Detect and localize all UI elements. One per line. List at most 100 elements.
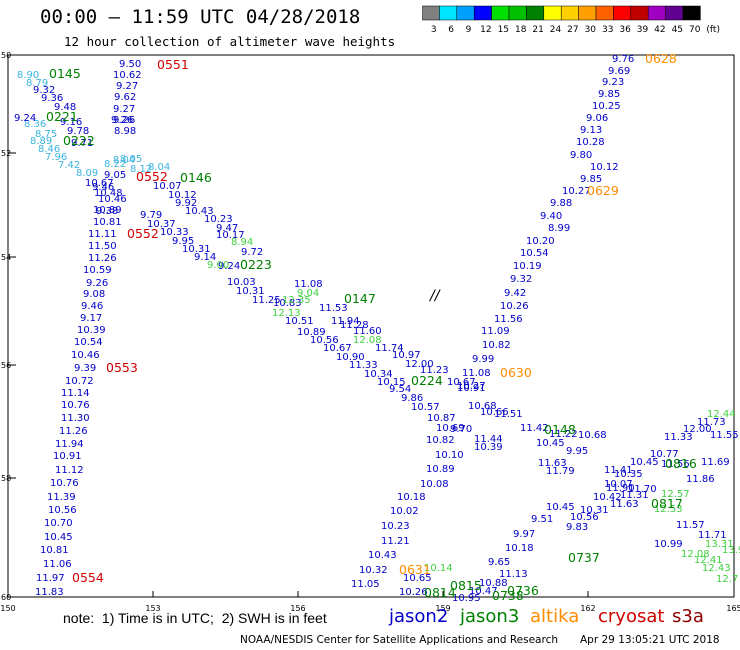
swh-value: 10.99 xyxy=(654,539,683,550)
swh-value: 11.74 xyxy=(375,343,404,354)
swh-value: 13.31 xyxy=(705,539,734,550)
swh-value: 9.79 xyxy=(140,210,162,221)
swh-value: 9.78 xyxy=(67,126,89,137)
swh-value: 10.19 xyxy=(513,261,542,272)
swh-value: 11.33 xyxy=(349,360,378,371)
swh-value: 11.23 xyxy=(420,365,449,376)
swh-value: 11.13 xyxy=(499,569,528,580)
swh-value: 12.43 xyxy=(702,563,731,574)
swh-value: 11.31 xyxy=(620,490,649,501)
pass-time-label: 0737 xyxy=(568,550,600,565)
swh-value: 11.22 xyxy=(549,429,578,440)
colorbar-tick-label: 36 xyxy=(619,25,631,35)
map-subtitle: 12 hour collection of altimeter wave hei… xyxy=(64,34,396,49)
pass-time-label: 0817 xyxy=(651,496,683,511)
pass-time-label: 0552 xyxy=(136,169,168,184)
swh-value: 11.53 xyxy=(319,303,348,314)
swh-value: 8.89 xyxy=(30,136,52,147)
swh-value: 9.24 xyxy=(14,113,36,124)
swh-value: 10.51 xyxy=(285,316,314,327)
swh-value: 9.86 xyxy=(401,393,423,404)
lat-label: 58 xyxy=(1,474,11,483)
swh-value: 10.89 xyxy=(426,464,455,475)
satellite-legend-jason2: jason2 xyxy=(389,606,449,627)
swh-value: 11.08 xyxy=(294,279,323,290)
swh-value: 11.08 xyxy=(462,368,491,379)
swh-value: 10.18 xyxy=(397,492,426,503)
swh-value: 10.27 xyxy=(457,381,486,392)
footer-stamp: Apr 29 13:05:21 UTC 2018 xyxy=(580,634,720,646)
swh-value: 11.94 xyxy=(331,316,360,327)
swh-value: 10.48 xyxy=(94,188,123,199)
pass-time-label: 0554 xyxy=(72,570,104,585)
swh-value: 8.79 xyxy=(26,78,48,89)
swh-value: 8.36 xyxy=(24,119,46,130)
swh-value: 10.97 xyxy=(392,350,421,361)
satellite-legend-altika: altika xyxy=(530,606,580,627)
swh-value: 10.65 xyxy=(403,573,432,584)
swh-value: 10.26 xyxy=(399,587,428,598)
colorbar-tick-label: 9 xyxy=(466,25,472,35)
colorbar-tick-label: 27 xyxy=(567,25,578,35)
swh-value: 9.50 xyxy=(119,59,141,70)
swh-value: 10.03 xyxy=(227,277,256,288)
pass-time-label: 0814 xyxy=(424,585,456,600)
swh-value: 10.82 xyxy=(426,435,455,446)
swh-value: 10.72 xyxy=(65,376,94,387)
swh-value: 10.91 xyxy=(457,383,486,394)
swh-value: 9.95 xyxy=(172,236,194,247)
colorbar-tick-label: 42 xyxy=(654,25,665,35)
swh-value: 11.57 xyxy=(676,520,705,531)
swh-value: 8.90 xyxy=(17,70,39,81)
swh-value: 9.06 xyxy=(586,113,608,124)
colorbar-tick-label: 15 xyxy=(498,25,509,35)
pass-time-label: 0221 xyxy=(46,109,78,124)
lat-label: 56 xyxy=(1,361,11,370)
swh-value: 10.45 xyxy=(44,532,73,543)
swh-value: 10.83 xyxy=(273,298,302,309)
lon-label: 150 xyxy=(0,604,15,613)
pass-time-label: 0815 xyxy=(450,578,482,593)
swh-value: 9.69 xyxy=(608,66,630,77)
swh-value: 12.13 xyxy=(272,308,301,319)
swh-value: 11.44 xyxy=(474,434,503,445)
swh-value: 10.87 xyxy=(427,413,456,424)
swh-value: 10.59 xyxy=(83,265,112,276)
swh-value: 10.81 xyxy=(93,217,122,228)
swh-value: 9.16 xyxy=(60,117,82,128)
swh-value: 11.73 xyxy=(697,417,726,428)
lat-label: 50 xyxy=(1,51,11,60)
pass-time-label: 0222 xyxy=(63,133,95,148)
colorbar-tick-label: 3 xyxy=(431,25,437,35)
swh-value: 10.12 xyxy=(168,190,197,201)
swh-value: 11.94 xyxy=(55,439,84,450)
swh-value: 10.69 xyxy=(436,423,465,434)
swh-value: 8.99 xyxy=(548,223,570,234)
swh-value: 10.68 xyxy=(578,430,607,441)
swh-value: 9.95 xyxy=(566,446,588,457)
swh-value: 9.70 xyxy=(450,424,472,435)
swh-value: 9.38 xyxy=(96,206,118,217)
swh-value: 8.46 xyxy=(38,144,60,155)
satellite-legend-s3a: s3a xyxy=(672,606,704,627)
swh-value: 11.05 xyxy=(351,579,380,590)
pass-time-label: 0816 xyxy=(665,456,697,471)
swh-value: 10.66 xyxy=(480,407,509,418)
colorbar-swatch xyxy=(682,5,701,21)
swh-value: 11.56 xyxy=(494,314,523,325)
pass-time-label: 0145 xyxy=(49,66,81,81)
swh-value: 10.15 xyxy=(377,377,406,388)
swh-value: 9.88 xyxy=(550,198,572,209)
swh-value: 10.39 xyxy=(77,325,106,336)
swh-value: 12.41 xyxy=(694,555,723,566)
swh-value: 13.95 xyxy=(722,545,740,556)
swh-value: 10.27 xyxy=(562,186,591,197)
satellite-legend-jason3: jason3 xyxy=(460,606,520,627)
swh-value: 8.05 xyxy=(120,154,142,165)
swh-value: 10.35 xyxy=(614,469,643,480)
swh-value: 11.51 xyxy=(494,409,523,420)
pass-time-label: 0224 xyxy=(411,373,443,388)
swh-value: 10.42 xyxy=(593,492,622,503)
swh-value: 9.40 xyxy=(540,211,562,222)
swh-value: 10.28 xyxy=(576,137,605,148)
